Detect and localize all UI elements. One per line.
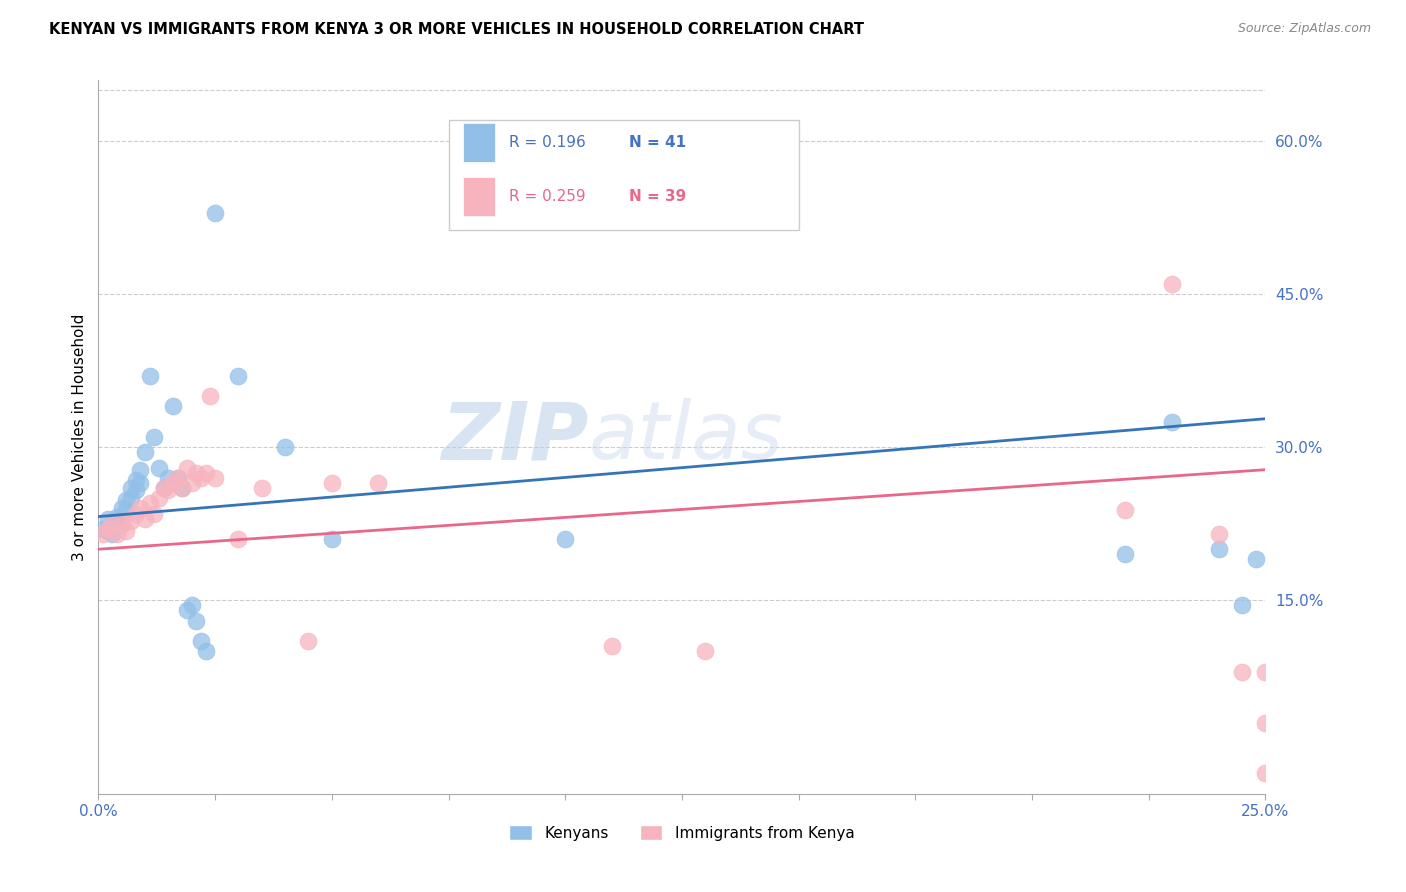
Point	[1161, 277, 1184, 292]
Point	[152, 481, 174, 495]
Point	[186, 614, 208, 628]
Point	[139, 496, 162, 510]
FancyBboxPatch shape	[449, 120, 799, 230]
Point	[204, 206, 226, 220]
Point	[172, 481, 194, 495]
Point	[91, 527, 114, 541]
Point	[1230, 599, 1253, 613]
Point	[120, 514, 142, 528]
Point	[105, 509, 128, 524]
Point	[111, 516, 134, 531]
Point	[129, 501, 152, 516]
Legend: Kenyans, Immigrants from Kenya: Kenyans, Immigrants from Kenya	[503, 819, 860, 847]
Point	[274, 440, 297, 454]
Point	[125, 473, 148, 487]
Point	[97, 524, 120, 538]
Point	[1114, 503, 1136, 517]
Point	[111, 501, 134, 516]
Point	[115, 493, 138, 508]
Point	[115, 524, 138, 538]
Point	[115, 503, 138, 517]
Point	[1230, 665, 1253, 679]
Text: N = 41: N = 41	[630, 136, 686, 150]
Point	[1244, 552, 1267, 566]
Text: R = 0.259: R = 0.259	[509, 189, 596, 203]
Point	[194, 466, 217, 480]
Point	[148, 460, 170, 475]
Point	[176, 460, 198, 475]
Point	[111, 516, 134, 531]
Point	[176, 603, 198, 617]
Point	[180, 475, 202, 490]
Point	[125, 507, 148, 521]
Point	[1208, 527, 1230, 541]
Point	[297, 634, 319, 648]
Text: atlas: atlas	[589, 398, 783, 476]
Point	[101, 516, 124, 531]
Point	[190, 471, 212, 485]
Point	[1254, 715, 1277, 730]
Point	[172, 481, 194, 495]
Point	[250, 481, 273, 495]
Point	[129, 475, 152, 490]
Point	[157, 471, 180, 485]
Point	[194, 644, 217, 658]
Text: Source: ZipAtlas.com: Source: ZipAtlas.com	[1237, 22, 1371, 36]
Text: KENYAN VS IMMIGRANTS FROM KENYA 3 OR MORE VEHICLES IN HOUSEHOLD CORRELATION CHAR: KENYAN VS IMMIGRANTS FROM KENYA 3 OR MOR…	[49, 22, 865, 37]
Point	[166, 471, 188, 485]
Point	[105, 514, 128, 528]
Point	[97, 522, 120, 536]
FancyBboxPatch shape	[463, 123, 495, 162]
Text: R = 0.196: R = 0.196	[509, 136, 596, 150]
Point	[190, 634, 212, 648]
Point	[1254, 665, 1277, 679]
Point	[134, 511, 156, 525]
Point	[125, 483, 148, 497]
Y-axis label: 3 or more Vehicles in Household: 3 or more Vehicles in Household	[72, 313, 87, 561]
Point	[139, 368, 162, 383]
Text: N = 39: N = 39	[630, 189, 686, 203]
Point	[152, 481, 174, 495]
Point	[1208, 542, 1230, 557]
Point	[166, 471, 188, 485]
Point	[101, 527, 124, 541]
Point	[204, 471, 226, 485]
Point	[143, 430, 166, 444]
Point	[157, 483, 180, 497]
Point	[143, 507, 166, 521]
Point	[367, 475, 389, 490]
Point	[134, 445, 156, 459]
Point	[180, 599, 202, 613]
Point	[200, 389, 222, 403]
Point	[228, 368, 250, 383]
Point	[120, 491, 142, 506]
Point	[162, 475, 184, 490]
Point	[162, 400, 184, 414]
Point	[321, 475, 343, 490]
Point	[321, 532, 343, 546]
Text: ZIP: ZIP	[441, 398, 589, 476]
Point	[600, 639, 623, 653]
Point	[97, 511, 120, 525]
Point	[1114, 547, 1136, 561]
Point	[91, 522, 114, 536]
Point	[186, 466, 208, 480]
Point	[105, 527, 128, 541]
Point	[129, 463, 152, 477]
Point	[554, 532, 576, 546]
FancyBboxPatch shape	[463, 177, 495, 216]
Point	[120, 481, 142, 495]
Point	[148, 491, 170, 506]
Point	[695, 644, 717, 658]
Point	[228, 532, 250, 546]
Point	[1254, 766, 1277, 780]
Point	[101, 516, 124, 531]
Point	[1161, 415, 1184, 429]
